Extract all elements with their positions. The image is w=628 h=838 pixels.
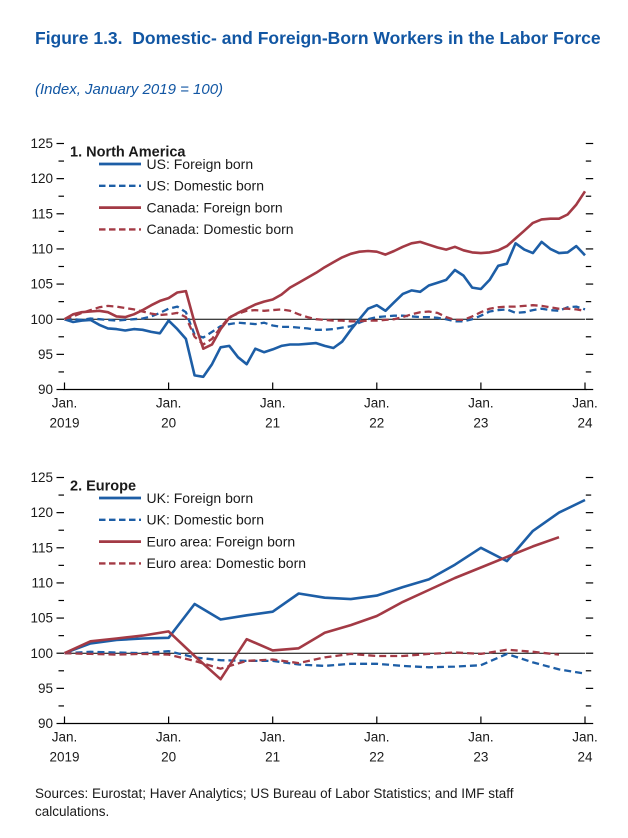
x-tick-year-label: 24	[577, 750, 593, 765]
y-tick-label: 115	[31, 540, 53, 555]
legend-label-canada-foreign-born: Canada: Foreign born	[147, 199, 283, 215]
series-line-canada-foreign-born	[63, 190, 587, 350]
y-tick-label: 110	[31, 242, 53, 257]
x-tick-label: Jan.	[364, 730, 390, 745]
y-tick-label: 95	[38, 347, 53, 362]
legend-label-euro-area-foreign-born: Euro area: Foreign born	[147, 533, 296, 549]
x-tick-year-label: 20	[161, 416, 176, 431]
legend-label-euro-area-domestic-born: Euro area: Domestic born	[147, 555, 307, 571]
x-tick-label: Jan.	[156, 730, 182, 745]
series-line-us-foreign-born	[64, 240, 586, 379]
x-tick-year-label: 23	[473, 750, 488, 765]
x-tick-label: Jan.	[260, 730, 286, 745]
y-tick-label: 90	[38, 382, 53, 397]
legend-label-us-foreign-born: US: Foreign born	[147, 156, 254, 172]
x-tick-label: Jan.	[260, 396, 286, 411]
legend-label-us-domestic-born: US: Domestic born	[147, 178, 264, 194]
legend-label-canada-domestic-born: Canada: Domestic born	[147, 221, 294, 237]
series-line-euro-area-foreign-born	[63, 535, 560, 681]
series-line-canada-domestic-born	[64, 304, 586, 346]
x-tick-year-label: 24	[577, 416, 593, 431]
figure-title: Figure 1.3. Domestic- and Foreign-Born W…	[35, 28, 601, 48]
series-line-uk-foreign-born	[64, 498, 586, 655]
x-tick-label: Jan.	[468, 730, 494, 745]
x-tick-label: Jan.	[52, 396, 78, 411]
panel-title-2: 2. Europe	[70, 479, 136, 495]
panel-2: 90 95 100 105 110 115 120 125 Jan. 2019 Jan. 20 Jan.…	[30, 470, 597, 764]
x-tick-year-label: 2019	[49, 750, 79, 765]
x-tick-year-label: 21	[265, 416, 280, 431]
x-tick-year-label: 22	[369, 750, 384, 765]
x-tick-label: Jan.	[572, 730, 598, 745]
figure-subtitle: (Index, January 2019 = 100)	[35, 81, 224, 98]
x-tick-label: Jan.	[364, 396, 390, 411]
panel-1: 90 95 100 105 110 115 120 125 Jan. 2019 Jan. 20 Jan.…	[30, 136, 597, 430]
y-tick-label: 100	[30, 646, 53, 661]
y-tick-label: 120	[30, 171, 53, 186]
y-tick-label: 120	[30, 505, 53, 520]
y-tick-label: 125	[30, 136, 53, 151]
x-tick-year-label: 23	[473, 416, 488, 431]
x-tick-label: Jan.	[572, 396, 598, 411]
y-tick-label: 125	[30, 470, 53, 485]
panel-title-1: 1. North America	[70, 145, 186, 161]
x-tick-label: Jan.	[52, 730, 78, 745]
y-tick-label: 105	[30, 611, 53, 626]
y-tick-label: 95	[38, 681, 53, 696]
x-tick-year-label: 20	[161, 750, 176, 765]
figure-sources: Sources: Eurostat; Haver Analytics; US B…	[35, 786, 514, 819]
y-tick-label: 115	[31, 206, 53, 221]
x-tick-year-label: 22	[369, 416, 384, 431]
x-tick-year-label: 21	[265, 750, 280, 765]
y-tick-label: 105	[30, 277, 53, 292]
y-tick-label: 110	[31, 576, 53, 591]
x-tick-year-label: 2019	[49, 416, 79, 431]
series-line-us-domestic-born	[64, 305, 586, 339]
legend-label-uk-domestic-born: UK: Domestic born	[147, 512, 264, 528]
series-line-euro-area-domestic-born	[64, 648, 560, 670]
y-tick-label: 100	[30, 312, 53, 327]
x-tick-label: Jan.	[156, 396, 182, 411]
x-tick-label: Jan.	[468, 396, 494, 411]
y-tick-label: 90	[38, 716, 53, 731]
legend-label-uk-foreign-born: UK: Foreign born	[147, 490, 254, 506]
